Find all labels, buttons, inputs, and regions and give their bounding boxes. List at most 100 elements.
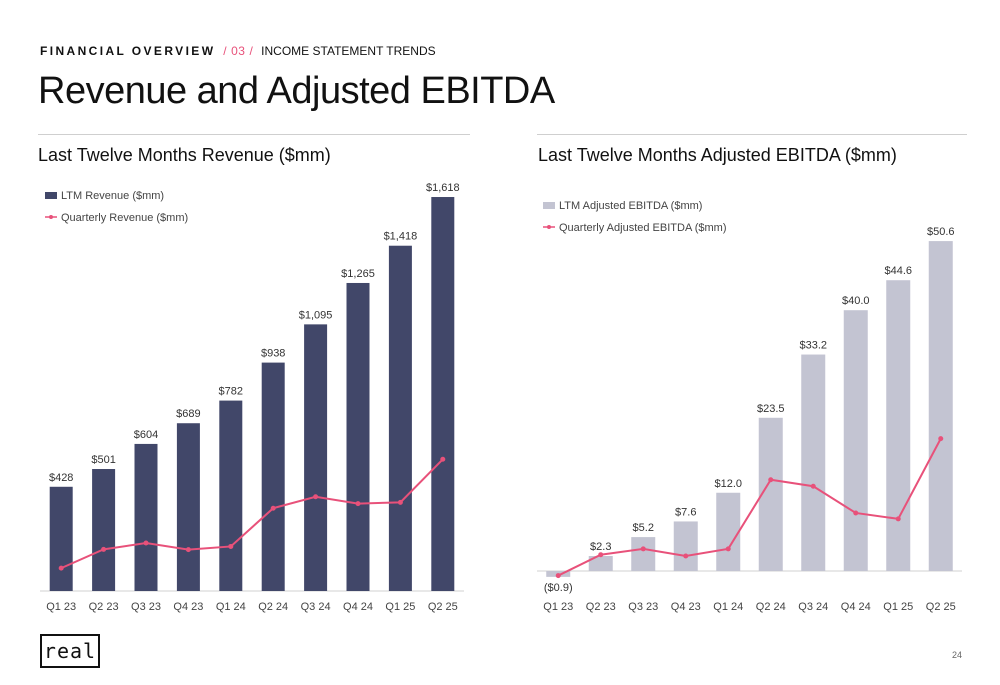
revenue-x-tick-label: Q1 24 — [216, 601, 246, 613]
revenue-x-tick-label: Q4 23 — [173, 601, 203, 613]
ebitda-legend-line-marker — [547, 225, 551, 229]
ebitda-line-point — [938, 436, 944, 442]
revenue-data-label: $428 — [49, 472, 73, 484]
ebitda-x-tick-label: Q1 23 — [543, 601, 573, 613]
revenue-line-point — [270, 505, 276, 511]
ebitda-bar — [801, 354, 826, 571]
revenue-data-label: $1,618 — [426, 182, 460, 194]
logo-text: real — [43, 639, 97, 663]
ebitda-bar — [928, 241, 953, 571]
breadcrumb-separator: / — [249, 44, 254, 58]
ebitda-legend-bar-label: LTM Adjusted EBITDA ($mm) — [559, 200, 702, 212]
ebitda-line-point — [853, 510, 859, 516]
ebitda-data-label: $7.6 — [675, 506, 696, 518]
revenue-legend-line-marker — [49, 215, 53, 219]
ebitda-line-point — [768, 477, 774, 483]
revenue-line-point — [313, 494, 319, 500]
revenue-line-point — [397, 499, 403, 505]
ebitda-legend-bar-swatch — [543, 202, 555, 209]
revenue-bar — [431, 197, 455, 591]
revenue-bar — [346, 282, 370, 591]
breadcrumb-topic: INCOME STATEMENT TRENDS — [261, 44, 436, 58]
revenue-bar — [304, 324, 328, 591]
revenue-bar — [388, 245, 412, 592]
revenue-legend-line-label: Quarterly Revenue ($mm) — [61, 212, 188, 224]
revenue-line-point — [58, 565, 64, 571]
ebitda-line-point — [810, 483, 816, 489]
ebitda-bar — [588, 556, 613, 571]
ebitda-line-point — [683, 553, 689, 559]
revenue-data-label: $689 — [176, 408, 200, 420]
ebitda-line-point — [640, 546, 646, 552]
revenue-data-label: $1,265 — [341, 268, 375, 280]
ebitda-bar — [886, 280, 911, 571]
ebitda-line-point — [725, 546, 731, 552]
ebitda-bar — [843, 310, 868, 571]
ebitda-x-tick-label: Q3 23 — [628, 601, 658, 613]
ebitda-line-point — [895, 516, 901, 522]
revenue-data-label: $604 — [134, 429, 158, 441]
revenue-x-tick-label: Q3 23 — [131, 601, 161, 613]
ebitda-bar — [631, 537, 656, 571]
breadcrumb-number: 03 — [231, 44, 246, 58]
revenue-x-tick-label: Q1 25 — [385, 601, 415, 613]
ebitda-x-tick-label: Q2 24 — [756, 601, 786, 613]
ebitda-data-label: $40.0 — [842, 295, 870, 307]
ebitda-x-tick-label: Q4 24 — [841, 601, 871, 613]
ebitda-data-label: $50.6 — [927, 226, 955, 238]
revenue-line-point — [185, 547, 191, 553]
ebitda-data-label: $23.5 — [757, 403, 785, 415]
ebitda-x-tick-label: Q1 24 — [713, 601, 743, 613]
breadcrumb-separator: / — [223, 44, 228, 58]
revenue-data-label: $501 — [91, 454, 115, 466]
ebitda-data-label: $2.3 — [590, 541, 611, 553]
company-logo: real — [40, 634, 100, 668]
revenue-data-label: $1,095 — [299, 309, 333, 321]
revenue-line-point — [228, 543, 234, 549]
revenue-bar — [92, 469, 116, 591]
revenue-legend-bar-swatch — [45, 192, 57, 199]
left-divider — [38, 134, 470, 135]
revenue-line-point — [143, 540, 149, 546]
ebitda-data-label: ($0.9) — [544, 582, 573, 594]
ebitda-chart-title: Last Twelve Months Adjusted EBITDA ($mm) — [538, 145, 897, 165]
ebitda-data-label: $5.2 — [633, 522, 654, 534]
revenue-line-point — [355, 501, 361, 507]
right-divider — [537, 134, 967, 135]
revenue-data-label: $782 — [219, 386, 243, 398]
ebitda-x-tick-label: Q3 24 — [798, 601, 828, 613]
revenue-x-tick-label: Q2 23 — [89, 601, 119, 613]
ebitda-line-series — [557, 438, 942, 577]
revenue-line-point — [101, 546, 107, 552]
revenue-chart-title: Last Twelve Months Revenue ($mm) — [38, 145, 331, 165]
ebitda-line-point — [555, 573, 561, 579]
ebitda-data-label: $44.6 — [884, 265, 912, 277]
revenue-x-tick-label: Q4 24 — [343, 601, 373, 613]
ebitda-bar — [673, 521, 698, 571]
ebitda-x-tick-label: Q1 25 — [883, 601, 913, 613]
breadcrumb: FINANCIAL OVERVIEW /03/ INCOME STATEMENT… — [40, 44, 436, 58]
ebitda-data-label: $12.0 — [714, 478, 742, 490]
revenue-bar — [261, 362, 285, 591]
revenue-data-label: $938 — [261, 348, 285, 360]
revenue-line-point — [440, 456, 446, 462]
revenue-line-series — [60, 458, 444, 570]
revenue-x-tick-label: Q1 23 — [46, 601, 76, 613]
revenue-x-tick-label: Q2 25 — [428, 601, 458, 613]
revenue-data-label: $1,418 — [384, 231, 418, 243]
page-number: 24 — [951, 650, 962, 660]
revenue-x-tick-label: Q2 24 — [258, 601, 288, 613]
breadcrumb-section: FINANCIAL OVERVIEW — [40, 44, 216, 58]
ebitda-data-label: $33.2 — [799, 340, 827, 352]
ebitda-legend-line-label: Quarterly Adjusted EBITDA ($mm) — [559, 222, 727, 234]
ebitda-x-tick-label: Q2 25 — [926, 601, 956, 613]
revenue-bar — [134, 443, 158, 591]
ebitda-x-tick-label: Q2 23 — [586, 601, 616, 613]
ebitda-line-point — [598, 552, 604, 558]
revenue-x-tick-label: Q3 24 — [301, 601, 331, 613]
revenue-bar — [219, 400, 243, 591]
page-title: Revenue and Adjusted EBITDA — [38, 70, 555, 112]
ebitda-bar — [716, 492, 741, 571]
